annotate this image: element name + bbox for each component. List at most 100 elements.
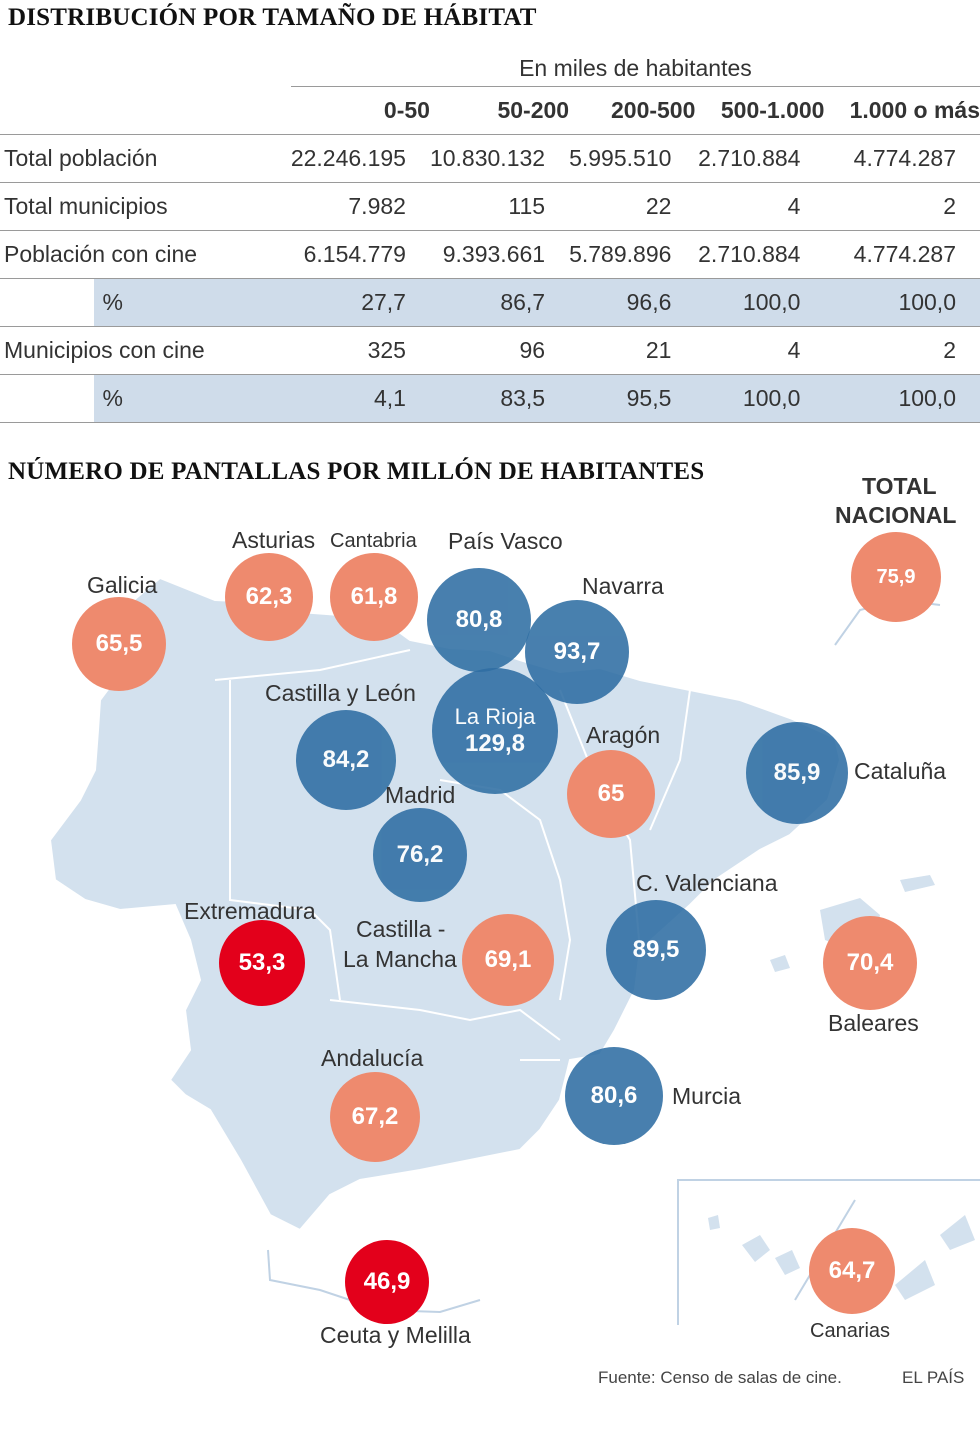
table-row: Total población 22.246.195 10.830.132 5.… [0,134,980,183]
cell: 10.830.132 [429,134,570,183]
cell: 4,1 [290,374,430,423]
table-row: Población con cine 6.154.779 9.393.661 5… [0,230,980,279]
region-label: La Mancha [343,946,457,972]
table-row: % 4,1 83,5 95,5 100,0 100,0 [0,374,980,423]
cell: 2 [824,326,980,375]
region-label: País Vasco [448,528,563,554]
region-label: Baleares [828,1010,919,1036]
cell: 4 [695,326,825,375]
region-bubble: 64,7 [809,1228,895,1314]
habitat-table: En miles de habitantes 0-50 50-200 200-5… [0,50,980,423]
total-bubble: 75,9 [851,532,941,622]
region-bubble: 65 [567,750,655,838]
region-bubble: 65,5 [72,597,166,691]
region-border [214,649,411,681]
region-bubble: 80,6 [565,1047,663,1145]
cell: 4.774.287 [824,230,980,279]
col-header: 1.000 o más [824,86,980,135]
col-header: 500-1.000 [695,86,825,135]
row-label: Municipios con cine [0,326,291,375]
cell: 115 [429,182,570,231]
region-bubble: 80,8 [427,568,531,672]
cell: 4 [695,182,825,231]
region-bubble: 84,2 [296,710,396,810]
row-label: Total población [0,134,291,183]
cell: 100,0 [824,374,980,423]
region-bubble: 85,9 [746,722,848,824]
region-border [229,680,341,1001]
island-shape [775,1250,800,1275]
menorca-shape [900,875,935,892]
cell: 96,6 [569,278,696,327]
cell: 96 [429,326,570,375]
region-bubble: 76,2 [373,808,467,902]
cell: 5.789.896 [569,230,696,279]
table-row: Total municipios 7.982 115 22 4 2 [0,182,980,231]
row-label: Población con cine [0,230,291,279]
cell: 100,0 [695,278,825,327]
cell: 9.393.661 [429,230,570,279]
region-bubble: 61,8 [330,553,418,641]
table-row: % 27,7 86,7 96,6 100,0 100,0 [0,278,980,327]
row-label: Total municipios [0,182,291,231]
region-value: 129,8 [464,730,526,757]
col-header: 0-50 [290,86,430,135]
row-label: % [94,278,291,327]
map-title: NÚMERO DE PANTALLAS POR MILLÓN DE HABITA… [8,458,705,485]
cell: 95,5 [569,374,696,423]
total-label-1: TOTAL [862,473,937,499]
region-label: Aragón [586,722,661,748]
region-bubble: 93,7 [525,600,629,704]
island-shape [708,1215,720,1230]
cell: 2.710.884 [695,230,825,279]
cell: 100,0 [824,278,980,327]
region-label: Murcia [672,1083,742,1109]
island-shape [742,1235,770,1262]
brand: EL PAÍS [902,1368,965,1387]
cell: 22.246.195 [290,134,430,183]
cell: 86,7 [429,278,570,327]
cell: 21 [569,326,696,375]
region-bubble: La Rioja 129,8 [432,668,558,794]
col-header: 50-200 [429,86,570,135]
cell: 4.774.287 [824,134,980,183]
row-label: % [94,374,291,423]
region-label: Andalucía [321,1045,424,1071]
island-shape [895,1260,935,1300]
region-label: Castilla y León [265,680,416,706]
region-border [649,689,691,831]
region-bubble: 67,2 [330,1072,420,1162]
table-title: DISTRIBUCIÓN POR TAMAÑO DE HÁBITAT [8,4,537,31]
cell: 5.995.510 [569,134,696,183]
cell: 7.982 [290,182,430,231]
region-bubble: 46,9 [345,1240,429,1324]
cell: 100,0 [695,374,825,423]
cell: 2.710.884 [695,134,825,183]
region-label: Ceuta y Melilla [320,1322,471,1348]
table-row: Municipios con cine 325 96 21 4 2 [0,326,980,375]
region-border [329,999,561,1041]
cell: 6.154.779 [290,230,430,279]
unit-label: En miles de habitantes [290,50,980,87]
cell: 2 [824,182,980,231]
region-label: C. Valenciana [636,870,778,896]
region-label: Madrid [385,782,456,808]
cell: 22 [569,182,696,231]
region-label: Cantabria [330,530,417,552]
region-label: Canarias [810,1320,891,1342]
canarias-inset [677,1179,980,1325]
region-bubble: 69,1 [462,914,554,1006]
cell: 83,5 [429,374,570,423]
cell: 27,7 [290,278,430,327]
peninsula-shape [48,576,842,1232]
region-label: Galicia [87,572,158,598]
region-bubble: 70,4 [823,916,917,1010]
region-label: Navarra [582,573,664,599]
island-shape [940,1215,975,1250]
region-bubble: 62,3 [225,553,313,641]
cell: 325 [290,326,430,375]
total-label-2: NACIONAL [835,502,957,528]
region-bubble: 53,3 [219,920,305,1006]
ibiza-shape [770,955,790,972]
region-bubble: 89,5 [606,900,706,1000]
